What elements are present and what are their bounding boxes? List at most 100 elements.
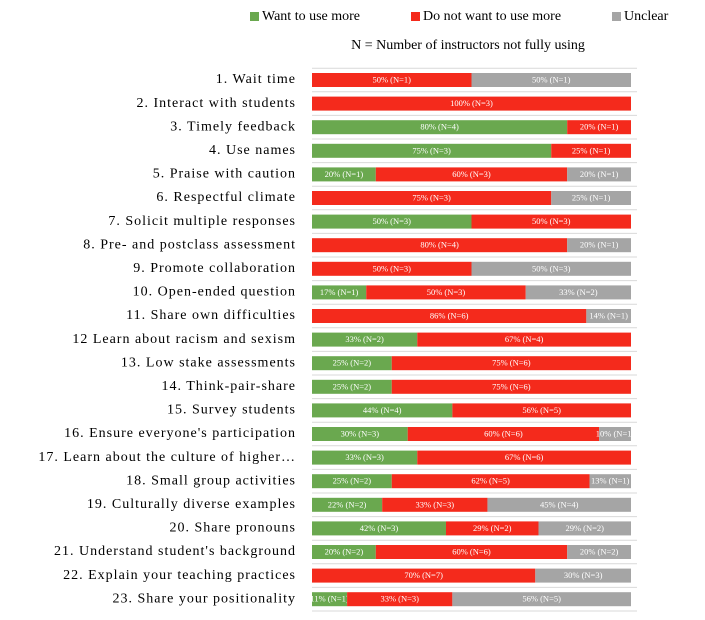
bar-segment	[312, 120, 568, 135]
value-label: 60% (N=6)	[484, 428, 523, 438]
bar-segment	[312, 309, 587, 323]
value-label: 11% (N=1)	[310, 594, 348, 604]
category-label: 14. Think-pair-share	[161, 379, 296, 394]
value-label: 67% (N=6)	[505, 452, 544, 462]
bar-segment	[312, 96, 631, 111]
bar-segment	[382, 497, 488, 512]
category-label: 8. Pre- and postclass assessment	[83, 237, 296, 252]
bar-segment	[312, 403, 453, 418]
bar-segment	[551, 191, 631, 205]
bar-segment	[312, 238, 568, 253]
value-label: 20% (N=1)	[325, 169, 364, 179]
bar-segment	[312, 497, 383, 512]
bar-segment	[312, 568, 536, 583]
value-label: 50% (N=3)	[532, 263, 571, 273]
bar-segment	[445, 521, 539, 536]
bar-segment	[312, 545, 376, 559]
category-label: 7. Solicit multiple responses	[108, 214, 296, 229]
value-label: 20% (N=1)	[580, 169, 619, 179]
value-label: 20% (N=2)	[325, 546, 364, 556]
bar-segment	[471, 261, 631, 276]
category-label: 2. Interact with students	[136, 96, 296, 111]
bar-segment	[471, 214, 631, 229]
value-label: 25% (N=2)	[333, 358, 372, 368]
value-label: 17% (N=1)	[320, 287, 359, 297]
bar-segment	[312, 356, 392, 371]
value-label: 10% (N=1)	[596, 428, 635, 438]
category-label: 13. Low stake assessments	[121, 355, 296, 370]
bar-segment	[312, 73, 472, 87]
bar-segment	[312, 191, 552, 205]
value-label: 50% (N=3)	[372, 216, 411, 226]
value-label: 20% (N=2)	[580, 546, 619, 556]
legend-swatch	[411, 12, 420, 21]
category-label: 16. Ensure everyone's participation	[64, 426, 296, 441]
category-label: 23. Share your positionality	[112, 591, 296, 606]
bar-segment	[312, 332, 418, 347]
value-label: 75% (N=3)	[412, 145, 451, 155]
bar-segment	[417, 450, 631, 465]
value-label: 75% (N=6)	[492, 358, 531, 368]
value-label: 33% (N=2)	[345, 334, 384, 344]
bar-segment	[407, 427, 600, 441]
bar-segment	[312, 167, 376, 182]
value-label: 67% (N=4)	[505, 334, 544, 344]
bar-segment	[417, 332, 631, 347]
value-label: 33% (N=2)	[559, 287, 598, 297]
bar-segment	[452, 403, 631, 418]
bar-segment	[586, 309, 631, 323]
value-label: 29% (N=2)	[565, 523, 604, 533]
value-label: 70% (N=7)	[404, 570, 443, 580]
legend-swatch	[250, 12, 259, 21]
category-label: 11. Share own difficulties	[126, 308, 296, 323]
subtitle: N = Number of instructors not fully usin…	[351, 38, 585, 53]
value-label: 80% (N=4)	[420, 240, 459, 250]
category-label: 15. Survey students	[167, 403, 296, 418]
value-label: 50% (N=3)	[427, 287, 466, 297]
value-label: 86% (N=6)	[430, 310, 469, 320]
bar-segment	[312, 474, 392, 489]
value-label: 25% (N=2)	[333, 476, 372, 486]
value-label: 56% (N=5)	[522, 405, 561, 415]
bar-segment	[452, 592, 631, 607]
category-label: 10. Open-ended question	[133, 285, 296, 300]
value-label: 44% (N=4)	[363, 405, 402, 415]
bar-segment	[391, 474, 590, 489]
bar-segment	[375, 545, 568, 559]
category-label: 19. Culturally diverse examples	[87, 497, 296, 512]
bar-segment	[471, 73, 631, 87]
value-label: 60% (N=6)	[452, 546, 491, 556]
category-label: 17. Learn about the culture of higher…	[38, 450, 296, 465]
bar-segment	[599, 427, 631, 441]
value-label: 33% (N=3)	[416, 499, 455, 509]
value-label: 25% (N=2)	[333, 381, 372, 391]
value-label: 13% (N=1)	[591, 476, 630, 486]
category-label: 12 Learn about racism and sexism	[72, 332, 296, 347]
value-label: 75% (N=6)	[492, 381, 531, 391]
bar-segment	[567, 238, 631, 253]
value-label: 80% (N=4)	[420, 122, 459, 132]
bar-segment	[312, 214, 472, 229]
value-label: 22% (N=2)	[328, 499, 367, 509]
bar-segment	[551, 143, 631, 158]
value-label: 25% (N=1)	[572, 192, 611, 202]
bar-segment	[567, 545, 631, 559]
value-label: 50% (N=3)	[372, 263, 411, 273]
category-label: 21. Understand student's background	[54, 544, 296, 559]
value-label: 60% (N=3)	[452, 169, 491, 179]
bar-segment	[347, 592, 453, 607]
value-label: 45% (N=4)	[540, 499, 579, 509]
bar-segment	[567, 120, 631, 135]
bar-segment	[487, 497, 631, 512]
category-label: 18. Small group activities	[126, 473, 296, 488]
value-label: 75% (N=3)	[412, 192, 451, 202]
bar-segment	[312, 261, 472, 276]
value-label: 56% (N=5)	[522, 594, 561, 604]
value-label: 50% (N=3)	[532, 216, 571, 226]
bar-segment	[525, 285, 631, 300]
bar-segment	[375, 167, 568, 182]
value-label: 33% (N=3)	[345, 452, 384, 462]
value-label: 50% (N=1)	[532, 74, 571, 84]
bar-segment	[312, 143, 552, 158]
